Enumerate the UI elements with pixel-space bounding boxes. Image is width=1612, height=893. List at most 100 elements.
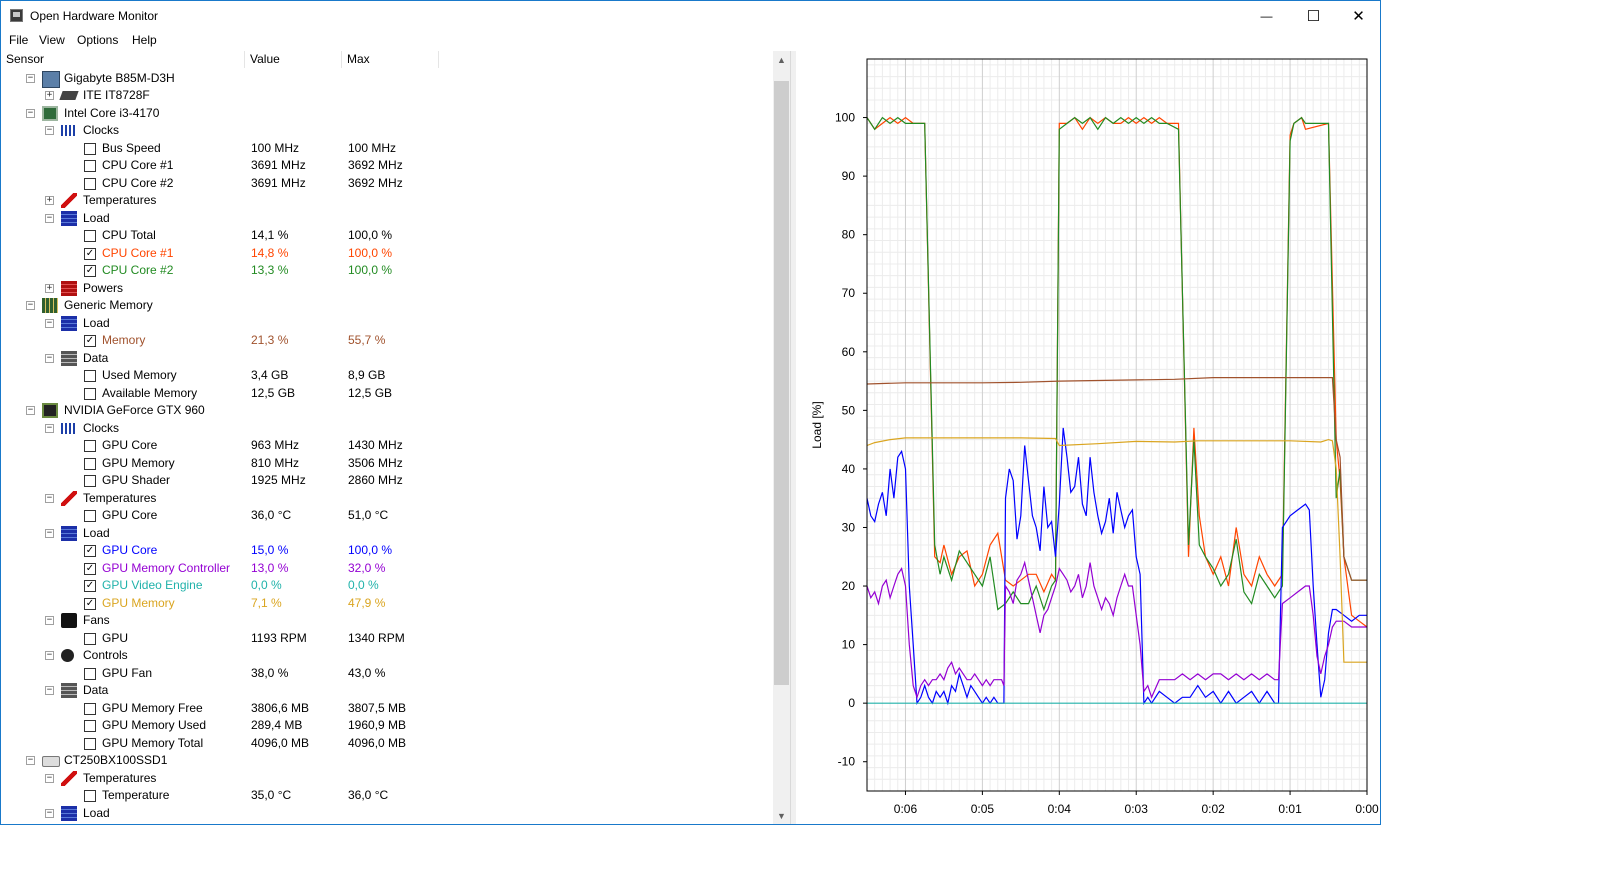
sensor-row[interactable]: GPU Memory 810 MHz 3506 MHz [1,455,773,473]
sensor-row[interactable]: GPU Memory Used 289,4 MB 1960,9 MB [1,717,773,735]
collapse-icon[interactable]: − [45,685,54,695]
vertical-scrollbar[interactable]: ▲ ▼ [773,51,790,824]
collapse-icon[interactable]: − [45,125,54,135]
sensor-checkbox[interactable]: ✓ [84,562,96,575]
sensor-checkbox[interactable]: ✓ [84,265,96,277]
sensor-checkbox[interactable] [84,720,96,732]
collapse-icon[interactable]: − [26,755,35,765]
collapse-icon[interactable]: − [26,72,35,83]
sensor-checkbox[interactable]: ✓ [84,247,96,260]
collapse-icon[interactable]: − [26,300,35,310]
sensor-group[interactable]: − Controls [1,647,773,665]
sensor-checkbox[interactable] [84,702,96,715]
sensor-checkbox[interactable] [84,230,96,242]
sensor-checkbox[interactable]: ✓ [84,545,96,557]
sensor-row[interactable]: GPU Memory Total 4096,0 MB 4096,0 MB [1,735,773,753]
collapse-icon[interactable]: − [45,352,54,363]
close-button[interactable]: ✕ [1336,1,1381,31]
sensor-row[interactable]: CPU Core #2 3691 MHz 3692 MHz [1,175,773,193]
title-bar[interactable]: Open Hardware Monitor — ☐ ✕ [1,1,1380,31]
sensor-row[interactable]: ✓ GPU Memory 7,1 % 47,9 % [1,595,773,613]
menu-view[interactable]: View [39,33,65,47]
sensor-group[interactable]: − Temperatures [1,770,773,788]
sensor-row[interactable]: GPU Core 36,0 °C 51,0 °C [1,507,773,525]
collapse-icon[interactable]: − [26,405,35,415]
menu-file[interactable]: File [9,33,29,47]
scroll-thumb[interactable] [774,81,789,685]
sensor-checkbox[interactable] [84,440,96,452]
sensor-group[interactable]: − Data [1,682,773,700]
sensor-checkbox[interactable] [84,370,96,382]
sensor-row[interactable]: GPU Memory Free 3806,6 MB 3807,5 MB [1,700,773,718]
expand-icon[interactable]: + [45,90,54,100]
expand-icon[interactable]: + [45,195,54,205]
sensor-row[interactable]: CPU Core #1 3691 MHz 3692 MHz [1,157,773,175]
sensor-row[interactable]: GPU Fan 38,0 % 43,0 % [1,665,773,683]
hardware-node[interactable]: − Generic Memory [1,297,773,315]
sensor-checkbox[interactable] [84,160,96,172]
minimize-button[interactable]: — [1244,1,1289,31]
sensor-group[interactable]: − Clocks [1,420,773,438]
sensor-row[interactable]: GPU 1193 RPM 1340 RPM [1,630,773,648]
scroll-up-arrow-icon[interactable]: ▲ [777,54,786,65]
column-header-sensor[interactable]: Sensor [1,51,245,68]
sensor-row[interactable]: ✓ GPU Video Engine 0,0 % 0,0 % [1,577,773,595]
sensor-row[interactable]: GPU Shader 1925 MHz 2860 MHz [1,472,773,490]
menu-options[interactable]: Options [77,33,119,47]
sensor-group[interactable]: − Load [1,525,773,543]
scroll-down-arrow-icon[interactable]: ▼ [777,810,786,821]
sensor-checkbox[interactable] [84,667,96,680]
sensor-row[interactable]: ✓ GPU Core 15,0 % 100,0 % [1,542,773,560]
sensor-checkbox[interactable] [84,632,96,645]
sensor-checkbox[interactable]: ✓ [84,580,96,592]
sensor-row[interactable]: ✓ CPU Core #2 13,3 % 100,0 % [1,262,773,280]
sensor-group[interactable]: − Data [1,350,773,368]
column-header-max[interactable]: Max [342,51,439,68]
sensor-checkbox[interactable] [84,387,96,400]
sensor-group[interactable]: − Clocks [1,122,773,140]
hardware-node[interactable]: − CT250BX100SSD1 [1,752,773,770]
collapse-icon[interactable]: − [45,527,54,538]
sensor-group[interactable]: − Fans [1,612,773,630]
hardware-node[interactable]: − NVIDIA GeForce GTX 960 [1,402,773,420]
sensor-group[interactable]: + Temperatures [1,192,773,210]
collapse-icon[interactable]: − [45,807,54,818]
sensor-group[interactable]: + Powers [1,280,773,298]
collapse-icon[interactable]: − [26,107,35,118]
collapse-icon[interactable]: − [45,615,54,625]
sensor-row[interactable]: Temperature 35,0 °C 36,0 °C [1,787,773,805]
collapse-icon[interactable]: − [45,492,54,503]
collapse-icon[interactable]: − [45,650,54,660]
sensor-group[interactable]: − Load [1,805,773,823]
hardware-node[interactable]: + ITE IT8728F [1,87,773,105]
menu-help[interactable]: Help [132,33,157,47]
sensor-checkbox[interactable] [84,737,96,750]
sensor-group[interactable]: − Load [1,210,773,228]
sensor-row[interactable]: GPU Core 963 MHz 1430 MHz [1,437,773,455]
column-header-value[interactable]: Value [245,51,342,68]
sensor-group[interactable]: − Load [1,315,773,333]
sensor-checkbox[interactable] [84,475,96,487]
sensor-checkbox[interactable] [84,510,96,522]
hardware-node[interactable]: − Gigabyte B85M-D3H [1,70,773,88]
sensor-row[interactable]: Bus Speed 100 MHz 100 MHz [1,140,773,158]
collapse-icon[interactable]: − [45,422,54,433]
expand-icon[interactable]: + [45,282,54,293]
sensor-group[interactable]: − Temperatures [1,490,773,508]
sensor-checkbox[interactable] [84,177,96,190]
sensor-checkbox[interactable]: ✓ [84,335,96,347]
sensor-row[interactable]: Available Memory 12,5 GB 12,5 GB [1,385,773,403]
collapse-icon[interactable]: − [45,212,54,223]
sensor-checkbox[interactable] [84,142,96,155]
collapse-icon[interactable]: − [45,317,54,328]
sensor-row[interactable]: CPU Total 14,1 % 100,0 % [1,227,773,245]
sensor-row[interactable]: ✓ Memory 21,3 % 55,7 % [1,332,773,350]
sensor-row[interactable]: ✓ CPU Core #1 14,8 % 100,0 % [1,245,773,263]
sensor-checkbox[interactable] [84,790,96,802]
sensor-checkbox[interactable]: ✓ [84,597,96,610]
panel-splitter[interactable] [790,51,796,824]
collapse-icon[interactable]: − [45,772,54,783]
maximize-button[interactable]: ☐ [1291,1,1336,31]
sensor-checkbox[interactable] [84,457,96,470]
sensor-row[interactable]: Used Memory 3,4 GB 8,9 GB [1,367,773,385]
